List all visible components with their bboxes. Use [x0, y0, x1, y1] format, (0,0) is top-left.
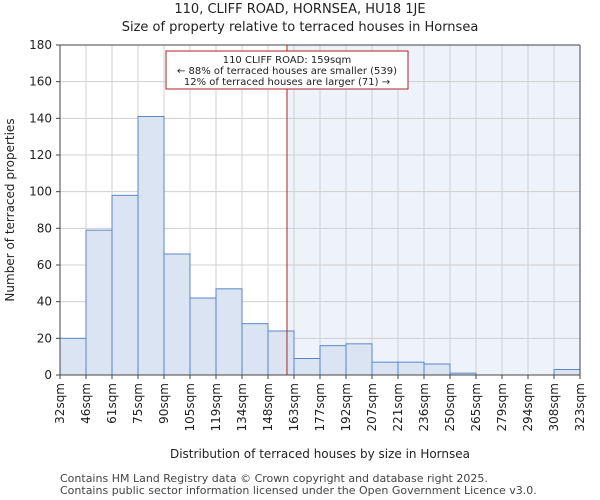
histogram-bar	[163, 253, 191, 376]
x-tick-label: 105sqm	[183, 383, 197, 431]
y-tick-label: 80	[37, 221, 52, 235]
shaded-region	[286, 45, 580, 375]
histogram-bar	[397, 361, 425, 376]
y-tick-label: 180	[29, 38, 52, 52]
histogram-bar	[241, 323, 269, 376]
y-tick-label: 0	[44, 368, 52, 382]
x-tick-label: 236sqm	[417, 383, 431, 431]
x-tick-label: 46sqm	[79, 383, 93, 424]
x-tick-label: 294sqm	[521, 383, 535, 431]
annotation-line: 12% of terraced houses are larger (71) →	[184, 77, 390, 88]
x-tick-label: 177sqm	[313, 383, 327, 431]
annotation-box	[165, 50, 409, 90]
y-tick-label: 40	[37, 295, 52, 309]
x-tick-label: 32sqm	[53, 383, 67, 424]
x-tick-label: 221sqm	[391, 383, 405, 431]
histogram-bar	[137, 116, 165, 376]
x-tick-label: 163sqm	[287, 383, 301, 431]
annotation-line: ← 88% of terraced houses are smaller (53…	[177, 66, 397, 77]
x-tick-label: 207sqm	[365, 383, 379, 431]
x-tick-label: 323sqm	[573, 383, 587, 431]
footer-copyright: Contains HM Land Registry data © Crown c…	[60, 472, 488, 485]
histogram-bar	[371, 361, 399, 376]
x-tick-label: 250sqm	[443, 383, 457, 431]
histogram-bar	[423, 363, 451, 376]
histogram-bar	[267, 330, 295, 376]
y-tick-label: 100	[29, 185, 52, 199]
y-tick-label: 60	[37, 258, 52, 272]
y-tick-label: 20	[37, 331, 52, 345]
y-tick-label: 140	[29, 111, 52, 125]
histogram-bar	[345, 343, 373, 376]
x-tick-label: 279sqm	[495, 383, 509, 431]
y-tick-label: 120	[29, 148, 52, 162]
x-axis-label: Distribution of terraced houses by size …	[170, 447, 470, 461]
y-axis-label: Number of terraced properties	[3, 118, 17, 301]
footer-licence: Contains public sector information licen…	[60, 484, 537, 497]
x-tick-label: 75sqm	[131, 383, 145, 424]
histogram-bar	[553, 369, 581, 376]
chart-subtitle: Size of property relative to terraced ho…	[121, 20, 479, 35]
histogram-bar	[293, 358, 321, 376]
histogram-bar	[111, 194, 139, 376]
x-tick-label: 90sqm	[157, 383, 171, 424]
chart-title: 110, CLIFF ROAD, HORNSEA, HU18 1JE	[174, 2, 426, 17]
histogram-bar	[215, 288, 243, 376]
x-tick-label: 265sqm	[469, 383, 483, 431]
histogram-bar	[59, 337, 87, 376]
histogram-bar	[85, 229, 113, 376]
x-tick-label: 192sqm	[339, 383, 353, 431]
x-tick-label: 134sqm	[235, 383, 249, 431]
x-tick-label: 148sqm	[261, 383, 275, 431]
x-tick-label: 308sqm	[547, 383, 561, 431]
histogram-bar	[189, 297, 217, 376]
histogram-bar	[319, 345, 347, 376]
annotation-line: 110 CLIFF ROAD: 159sqm	[223, 55, 352, 66]
y-tick-label: 160	[29, 75, 52, 89]
x-tick-label: 119sqm	[209, 383, 223, 431]
x-tick-label: 61sqm	[105, 383, 119, 424]
